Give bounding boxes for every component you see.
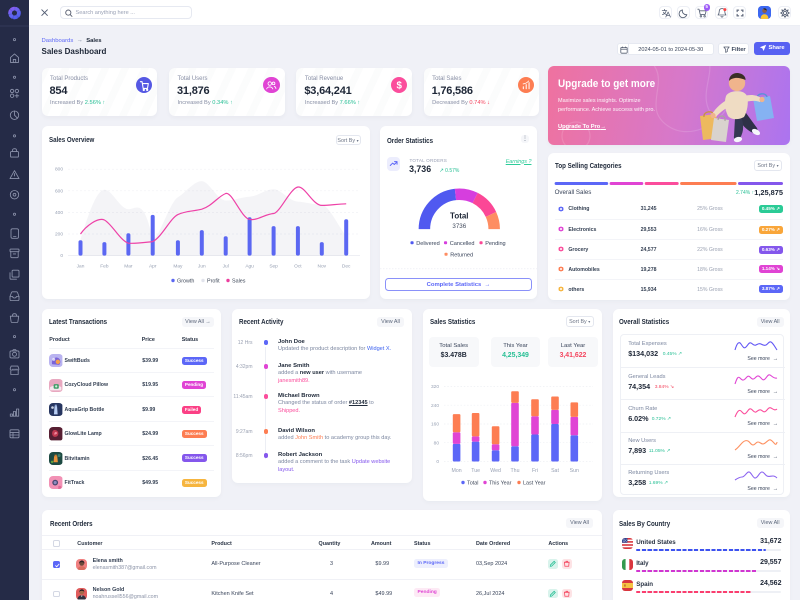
svg-text:600: 600: [54, 188, 62, 194]
svg-text:Sep: Sep: [269, 264, 278, 270]
svg-text:Returned: Returned: [450, 252, 473, 258]
svg-text:Dec: Dec: [341, 264, 350, 270]
svg-text:Profit: Profit: [207, 279, 220, 285]
svg-text:Pending: Pending: [485, 241, 505, 247]
svg-text:240: 240: [431, 403, 439, 409]
svg-text:0: 0: [436, 459, 439, 465]
svg-text:Tue: Tue: [471, 468, 480, 474]
svg-text:Thu: Thu: [510, 468, 519, 474]
svg-text:This Year: This Year: [489, 480, 512, 486]
svg-text:200: 200: [54, 232, 62, 238]
svg-text:Fri: Fri: [532, 468, 538, 474]
svg-text:320: 320: [431, 384, 439, 390]
svg-text:May: May: [173, 264, 183, 270]
svg-text:Mon: Mon: [451, 468, 461, 474]
svg-text:Feb: Feb: [100, 264, 109, 270]
svg-text:Jan: Jan: [76, 264, 84, 270]
svg-text:Jul: Jul: [222, 264, 228, 270]
svg-text:Last Year: Last Year: [523, 480, 546, 486]
svg-text:$: $: [396, 80, 402, 91]
svg-text:Nov: Nov: [317, 264, 326, 270]
svg-text:Wed: Wed: [490, 468, 501, 474]
svg-text:Delivered: Delivered: [416, 241, 440, 247]
svg-text:0: 0: [60, 253, 63, 259]
svg-text:Total: Total: [450, 211, 468, 220]
svg-text:160: 160: [431, 421, 439, 427]
svg-text:800: 800: [54, 167, 62, 173]
svg-text:Sales: Sales: [232, 279, 246, 285]
svg-text:Sat: Sat: [551, 468, 559, 474]
svg-text:400: 400: [54, 210, 62, 216]
svg-text:Oct: Oct: [294, 264, 302, 270]
svg-text:Cancelled: Cancelled: [449, 241, 474, 247]
svg-text:Agu: Agu: [245, 264, 254, 270]
svg-text:Apr: Apr: [148, 264, 156, 270]
svg-text:Jun: Jun: [197, 264, 205, 270]
svg-text:Sun: Sun: [569, 468, 578, 474]
svg-text:80: 80: [433, 440, 439, 446]
svg-text:Growth: Growth: [177, 279, 194, 285]
svg-text:Total: Total: [467, 480, 478, 486]
svg-text:3736: 3736: [452, 223, 466, 230]
svg-text:Mar: Mar: [124, 264, 133, 270]
